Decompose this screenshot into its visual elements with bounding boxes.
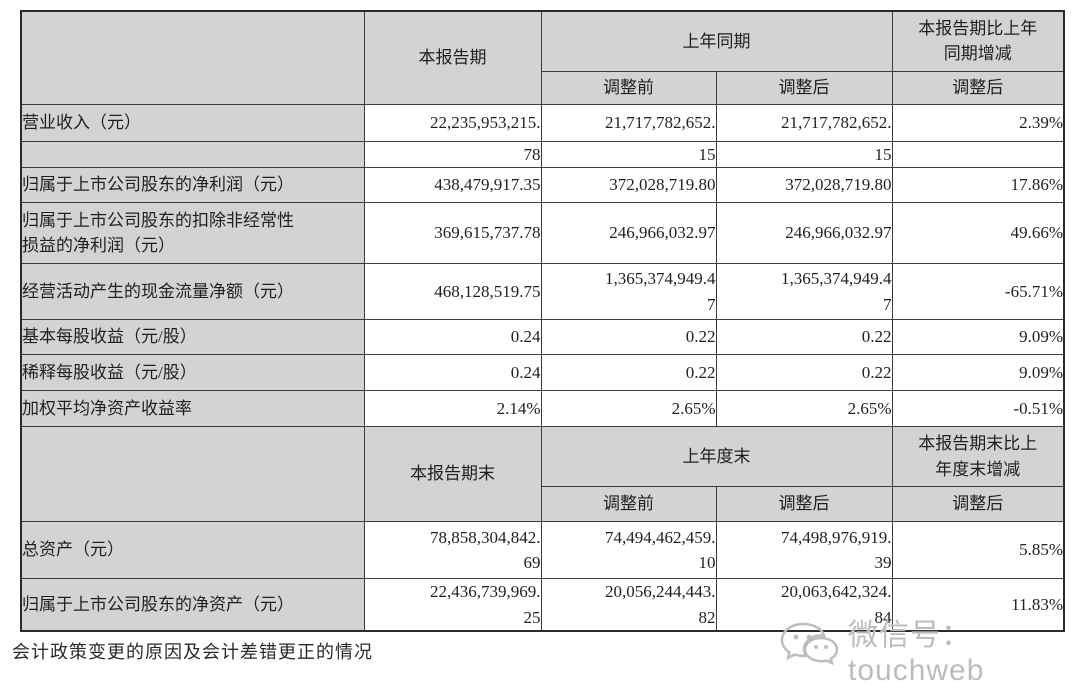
value-change: 9.09%	[891, 354, 1065, 391]
value-change: 49.66%	[891, 202, 1065, 264]
value-pre-adjust: 74,494,462,459. 10	[540, 521, 717, 579]
value-current-period: 78,858,304,842. 69	[363, 521, 542, 579]
value-post-adjust: 21,717,782,652.	[715, 103, 893, 142]
value-current-period: 22,235,953,215.	[363, 103, 542, 142]
header-change-post-adjust: 调整后	[891, 486, 1065, 522]
value-pre-adjust: 372,028,719.80	[540, 167, 717, 203]
header-pre-adjust: 调整前	[540, 486, 717, 522]
table-row: 稀释每股收益（元/股） 0.24 0.22 0.22 9.09%	[20, 354, 1065, 391]
value-current-period: 22,436,739,969. 25	[363, 578, 542, 632]
value-current-period: 468,128,519.75	[363, 263, 542, 320]
table-row: 归属于上市公司股东的净利润（元） 438,479,917.35 372,028,…	[20, 167, 1065, 203]
value-pre-adjust: 1,365,374,949.4 7	[540, 263, 717, 320]
value-change: 5.85%	[891, 521, 1065, 579]
table-row: 总资产（元） 78,858,304,842. 69 74,494,462,459…	[20, 521, 1065, 579]
value-pre-adjust: 15	[540, 140, 717, 168]
value-post-adjust: 246,966,032.97	[715, 202, 893, 264]
value-current-period: 2.14%	[363, 390, 542, 427]
watermark: 微信号：touchweb	[778, 610, 1080, 688]
value-post-adjust: 0.22	[715, 354, 893, 391]
value-post-adjust: 372,028,719.80	[715, 167, 893, 203]
value-change: 9.09%	[891, 319, 1065, 355]
value-change: -0.51%	[891, 390, 1065, 427]
row-label: 基本每股收益（元/股）	[20, 319, 365, 355]
financial-summary-table: 本报告期 上年同期 本报告期比上年 同期增减 调整前 调整后 调整后 营业收入（…	[20, 10, 1065, 632]
value-pre-adjust: 246,966,032.97	[540, 202, 717, 264]
header-pre-adjust: 调整前	[540, 70, 717, 105]
table-header-row: 本报告期 上年同期 本报告期比上年 同期增减	[20, 10, 1065, 105]
table-row-overflow: 78 15 15	[20, 140, 1065, 168]
value-current-period: 0.24	[363, 319, 542, 355]
value-pre-adjust: 0.22	[540, 319, 717, 355]
row-label: 营业收入（元）	[20, 103, 365, 142]
header-change: 本报告期末比上 年度末增减	[891, 426, 1065, 487]
table-row: 基本每股收益（元/股） 0.24 0.22 0.22 9.09%	[20, 319, 1065, 355]
row-label: 归属于上市公司股东的净资产（元）	[20, 578, 365, 632]
table-header-row: 本报告期末 上年度末 本报告期末比上 年度末增减	[20, 426, 1065, 522]
value-post-adjust: 0.22	[715, 319, 893, 355]
table-row: 归属于上市公司股东的扣除非经常性 损益的净利润（元） 369,615,737.7…	[20, 202, 1065, 264]
value-change: -65.71%	[891, 263, 1065, 320]
header-current-period: 本报告期	[363, 10, 542, 105]
value-current-period: 78	[363, 140, 542, 168]
row-label: 加权平均净资产收益率	[20, 390, 365, 427]
value-change	[891, 140, 1065, 168]
value-pre-adjust: 0.22	[540, 354, 717, 391]
header-blank-cell	[20, 426, 365, 522]
header-change: 本报告期比上年 同期增减	[891, 10, 1065, 72]
value-post-adjust: 1,365,374,949.4 7	[715, 263, 893, 320]
table-row: 归属于上市公司股东的净资产（元） 22,436,739,969. 25 20,0…	[20, 578, 1065, 632]
header-current-period-end: 本报告期末	[363, 426, 542, 522]
value-pre-adjust: 21,717,782,652.	[540, 103, 717, 142]
row-label: 经营活动产生的现金流量净额（元）	[20, 263, 365, 320]
wechat-icon	[778, 621, 842, 678]
table-subheader-row: 调整前 调整后 调整后	[21, 486, 1065, 522]
value-change: 11.83%	[891, 578, 1065, 632]
value-post-adjust: 15	[715, 140, 893, 168]
value-current-period: 369,615,737.78	[363, 202, 542, 264]
row-label: 归属于上市公司股东的净利润（元）	[20, 167, 365, 203]
value-current-period: 0.24	[363, 354, 542, 391]
value-current-period: 438,479,917.35	[363, 167, 542, 203]
header-change-post-adjust: 调整后	[891, 70, 1065, 105]
value-change: 17.86%	[891, 167, 1065, 203]
row-label: 归属于上市公司股东的扣除非经常性 损益的净利润（元）	[20, 202, 365, 264]
value-post-adjust: 74,498,976,919. 39	[715, 521, 893, 579]
value-change: 2.39%	[891, 103, 1065, 142]
header-blank-cell	[20, 10, 365, 105]
table-subheader-row: 调整前 调整后 调整后	[21, 70, 1065, 105]
row-label: 稀释每股收益（元/股）	[20, 354, 365, 391]
table-row: 加权平均净资产收益率 2.14% 2.65% 2.65% -0.51%	[20, 390, 1065, 427]
header-post-adjust: 调整后	[715, 486, 893, 522]
header-prior-period: 上年同期	[540, 10, 893, 72]
header-prior-year-end: 上年度末	[540, 426, 893, 487]
row-label: 总资产（元）	[20, 521, 365, 579]
accounting-policy-footnote: 会计政策变更的原因及会计差错更正的情况	[12, 642, 373, 662]
value-pre-adjust: 2.65%	[540, 390, 717, 427]
header-post-adjust: 调整后	[715, 70, 893, 105]
value-post-adjust: 2.65%	[715, 390, 893, 427]
table-row: 营业收入（元） 22,235,953,215. 21,717,782,652. …	[20, 103, 1065, 142]
value-pre-adjust: 20,056,244,443. 82	[540, 578, 717, 632]
row-label	[20, 140, 365, 168]
watermark-label: 微信号：touchweb	[848, 619, 985, 687]
table-row: 经营活动产生的现金流量净额（元） 468,128,519.75 1,365,37…	[20, 263, 1065, 320]
